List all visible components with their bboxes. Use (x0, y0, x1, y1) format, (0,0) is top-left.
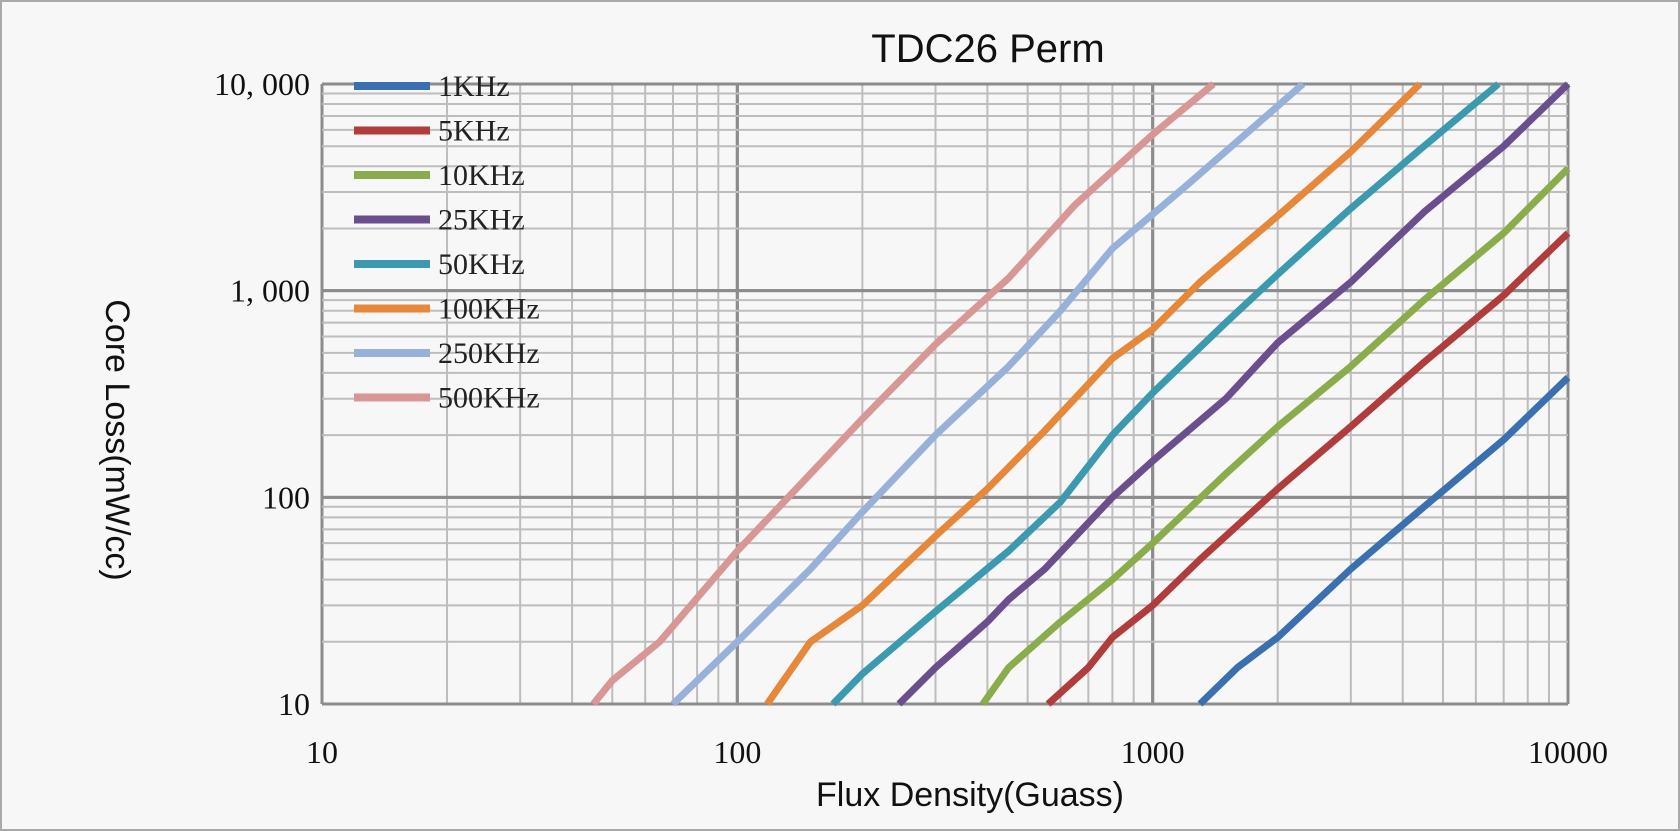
series-line-500khz (590, 81, 1216, 707)
series-line-5khz (1045, 230, 1571, 707)
y-tick-label: 100 (262, 479, 310, 515)
x-tick-label: 1000 (1121, 734, 1185, 770)
series-line-250khz (670, 81, 1306, 707)
series-line-25khz (896, 81, 1571, 707)
legend-label-100khz: 100KHz (438, 293, 540, 326)
legend-label-10khz: 10KHz (438, 159, 525, 192)
legend-label-50khz: 50KHz (438, 248, 525, 281)
series-line-50khz (830, 81, 1501, 707)
chart-title: TDC26 Perm (871, 27, 1104, 71)
x-tick-label: 100 (713, 734, 761, 770)
legend-label-5khz: 5KHz (438, 115, 510, 148)
legend-label-25khz: 25KHz (438, 204, 525, 237)
grid (320, 82, 1570, 706)
y-tick-labels: 10 100 1, 000 10, 000 (214, 66, 310, 722)
x-tick-labels: 10 100 1000 10000 (306, 734, 1608, 770)
legend-label-1khz: 1KHz (438, 70, 510, 103)
series-lines (590, 81, 1571, 707)
y-axis-title: Core Loss(mW/cc) (98, 299, 136, 580)
x-tick-label: 10 (306, 734, 338, 770)
series-line-10khz (979, 166, 1571, 707)
x-axis-title: Flux Density(Guass) (816, 776, 1124, 814)
y-tick-label: 1, 000 (230, 273, 310, 309)
y-tick-label: 10 (278, 686, 310, 722)
series-line-100khz (764, 81, 1423, 706)
x-tick-label: 10000 (1528, 734, 1608, 770)
legend: 1KHz 5KHz 10KHz 25KHz 50KHz 100KHz 250KHz 500KH… (354, 70, 540, 415)
series-line-1khz (1197, 374, 1571, 707)
legend-label-250khz: 250KHz (438, 337, 540, 370)
y-tick-label: 10, 000 (214, 66, 310, 102)
legend-label-500khz: 500KHz (438, 382, 540, 415)
